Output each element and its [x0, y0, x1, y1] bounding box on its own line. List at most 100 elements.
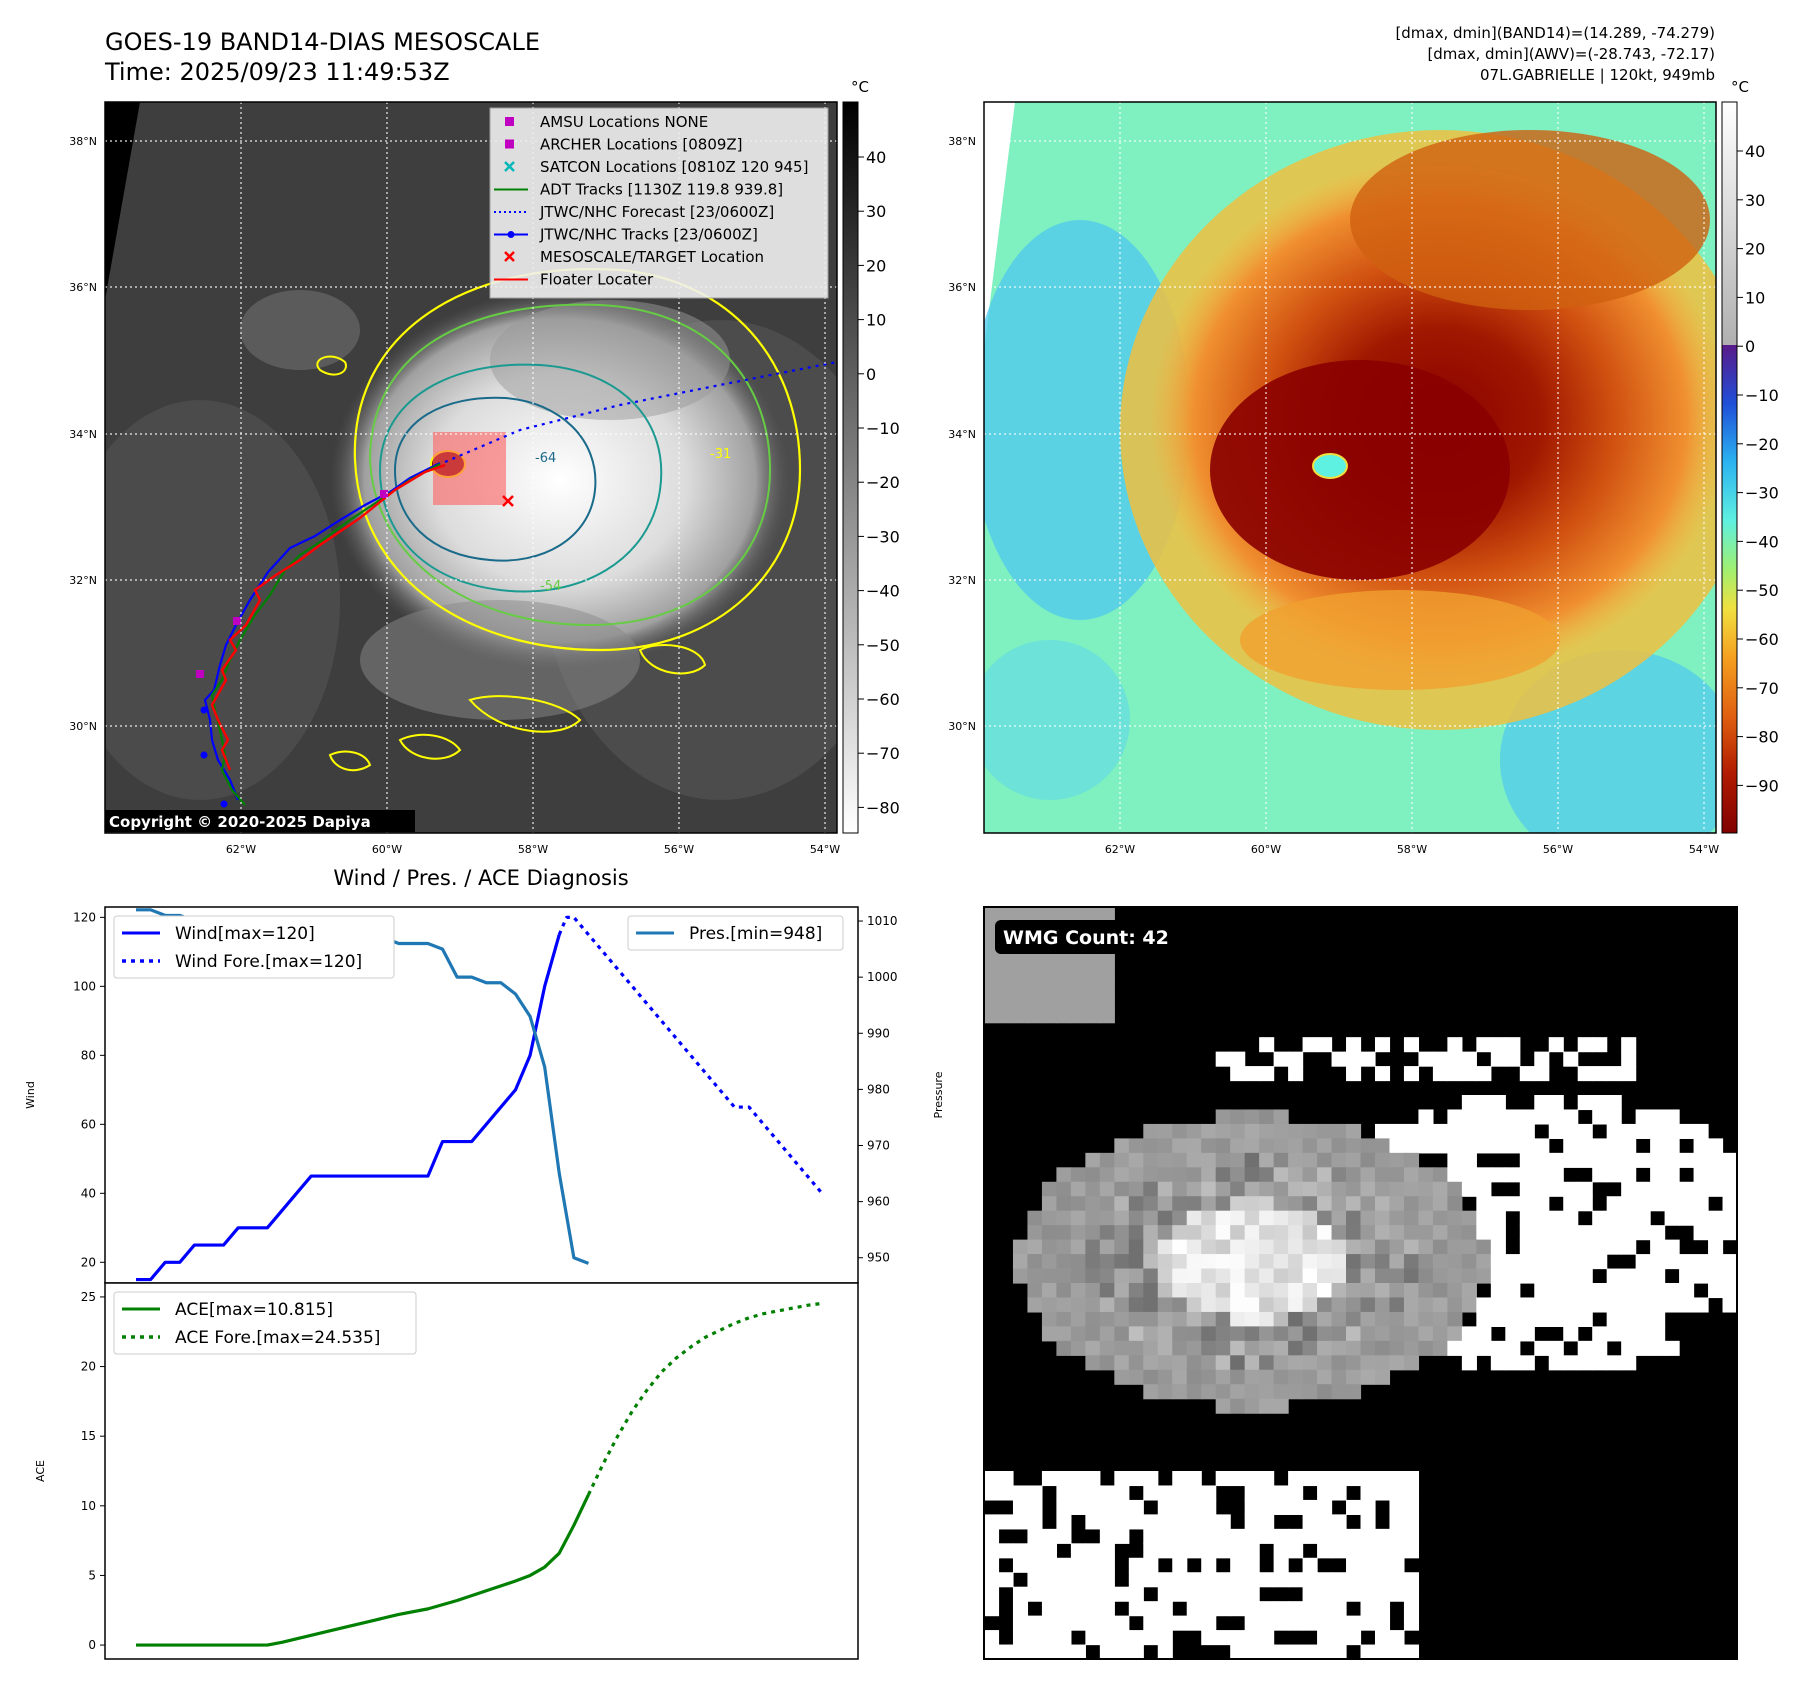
lat-tick: 30°N: [69, 720, 97, 733]
wmg-frame: [983, 906, 1738, 1660]
colorbar-tick: 20: [866, 256, 886, 275]
lat-tick: 36°N: [948, 281, 976, 294]
ace-legend: [113, 1291, 417, 1355]
legend-wind: Wind[max=120]: [175, 924, 315, 944]
map-legend-label: MESOSCALE/TARGET Location: [540, 248, 764, 266]
figure-time: Time: 2025/09/23 11:49:53Z: [104, 58, 450, 86]
colorbar-tick: −20: [1745, 435, 1779, 454]
ir-lat-ticks: 38°N 36°N 34°N 32°N 30°N: [69, 135, 97, 733]
map-legend-item: SATCON Locations [0810Z 120 945]: [504, 158, 808, 176]
map-legend-label: ARCHER Locations [0809Z]: [540, 136, 743, 154]
axis-tick: 40: [81, 1186, 96, 1200]
colorbar-tick: −70: [1745, 679, 1779, 698]
axis-tick: 20: [81, 1360, 96, 1374]
colorbar-tick: −70: [866, 744, 900, 763]
lon-tick: 54°W: [1689, 843, 1719, 856]
info-awv: [dmax, dmin](AWV)=(-28.743, -72.17): [1427, 45, 1715, 63]
ir-colorbar-ticks: 40 30 20 10 0 −10 −20 −30 −40 −50 −60 −70 −80: [858, 148, 900, 817]
axis-tick: 100: [73, 979, 96, 993]
contour-teal: [378, 363, 663, 593]
lat-tick: 30°N: [948, 720, 976, 733]
lon-tick: 58°W: [518, 843, 548, 856]
copyright-text: Copyright © 2020-2025 Dapiya: [109, 813, 371, 831]
map-legend-label: JTWC/NHC Forecast [23/0600Z]: [539, 203, 774, 221]
wv-map-frame: [983, 101, 1717, 834]
map-legend-items: AMSU Locations NONE ARCHER Locations [080…: [494, 113, 808, 289]
axis-tick: 15: [81, 1429, 96, 1443]
wv-colorbar-top: [1722, 102, 1737, 345]
contour-blue: [393, 396, 597, 562]
colorbar-tick: −80: [866, 798, 900, 817]
colorbar-tick: 40: [1745, 142, 1765, 161]
figure-title: GOES-19 BAND14-DIAS MESOSCALE: [105, 28, 540, 56]
map-legend-item: MESOSCALE/TARGET Location: [504, 248, 764, 266]
wind-legend: [113, 915, 395, 979]
map-legend-item: Floater Locater: [494, 271, 654, 289]
lon-tick: 62°W: [226, 843, 256, 856]
map-legend-label: JTWC/NHC Tracks [23/0600Z]: [539, 226, 758, 244]
ir-map-frame: [104, 101, 838, 834]
lon-tick: 56°W: [664, 843, 694, 856]
wmg-count-text: WMG Count: 42: [1003, 927, 1169, 949]
pres-legend: [627, 915, 844, 951]
wv-colorbar-ticks: 40 30 20 10 0 −10 −20 −30 −40 −50 −60 −70 −80 −90: [1737, 142, 1779, 795]
mesoscale-target-marker: [502, 495, 514, 507]
contour-green: [368, 303, 772, 627]
ace-ylabel: ACE: [34, 1460, 47, 1482]
wv-eye: [1312, 453, 1348, 479]
colorbar-tick: −40: [1745, 532, 1779, 551]
wv-colorbar-unit: °C: [1731, 78, 1749, 96]
colorbar-tick: 10: [866, 311, 886, 330]
contour-label-2: -31: [710, 447, 731, 462]
lon-tick: 62°W: [1105, 843, 1135, 856]
axis-tick: 950: [867, 1251, 890, 1265]
colorbar-tick: 0: [1745, 337, 1755, 356]
wv-map-panel: 38°N 36°N 34°N 32°N 30°N 62°W 60°W 58°W …: [948, 78, 1779, 856]
wv-colorbar: [1721, 101, 1738, 834]
map-legend-item: JTWC/NHC Tracks [23/0600Z]: [494, 226, 758, 244]
axis-tick: 25: [81, 1290, 96, 1304]
lon-tick: 60°W: [372, 843, 402, 856]
colorbar-tick: −90: [1745, 776, 1779, 795]
axis-tick: 80: [81, 1048, 96, 1062]
wv-missing-data-wedge: [984, 102, 1015, 350]
map-legend-label: ADT Tracks [1130Z 119.8 939.8]: [540, 181, 783, 199]
lat-tick: 38°N: [948, 135, 976, 148]
axis-tick: 1010: [867, 914, 898, 928]
map-legend-label: SATCON Locations [0810Z 120 945]: [540, 158, 808, 176]
colorbar-tick: −40: [866, 582, 900, 601]
axis-tick: 120: [73, 910, 96, 924]
wind-line: [136, 934, 561, 1282]
ace-forecast-line: [587, 1301, 823, 1496]
colorbar-tick: −60: [1745, 630, 1779, 649]
legend-ace-fore: ACE Fore.[max=24.535]: [175, 1328, 380, 1348]
axis-tick: 10: [81, 1499, 96, 1513]
contour-yellow: [353, 268, 802, 652]
colorbar-tick: −80: [1745, 728, 1779, 747]
map-legend-item: ADT Tracks [1130Z 119.8 939.8]: [494, 181, 783, 199]
jtwc-forecast: [444, 360, 837, 464]
lat-tick: 32°N: [69, 574, 97, 587]
map-legend-label: Floater Locater: [540, 271, 654, 289]
contour-label-3: -54: [540, 579, 561, 594]
ir-lon-ticks: 62°W 60°W 58°W 56°W 54°W: [226, 843, 840, 856]
mesoscale-box: [433, 432, 506, 505]
diagnosis-panel: Wind / Pres. / ACE Diagnosis Wind Pressu…: [24, 866, 945, 1660]
ir-missing-data-wedge: [105, 102, 140, 300]
legend-pres: Pres.[min=948]: [689, 924, 822, 944]
wv-colorbar-bottom: [1722, 345, 1737, 833]
contour-label-1: -64: [535, 451, 556, 466]
diagnosis-title: Wind / Pres. / ACE Diagnosis: [333, 866, 628, 890]
lat-tick: 32°N: [948, 574, 976, 587]
colorbar-tick: −10: [1745, 386, 1779, 405]
pres-ticks: 950 960 970 980 990 1000 1010: [858, 914, 898, 1265]
wv-gridlines: [984, 102, 1716, 833]
floater-track: [210, 463, 446, 771]
colorbar-tick: 30: [1745, 191, 1765, 210]
colorbar-tick: 0: [866, 365, 876, 384]
axis-tick: 960: [867, 1195, 890, 1209]
map-legend-item: ARCHER Locations [0809Z]: [505, 136, 743, 154]
ir-map-panel: -64 -31 -54: [69, 78, 900, 856]
pres-ylabel: Pressure: [932, 1071, 945, 1118]
